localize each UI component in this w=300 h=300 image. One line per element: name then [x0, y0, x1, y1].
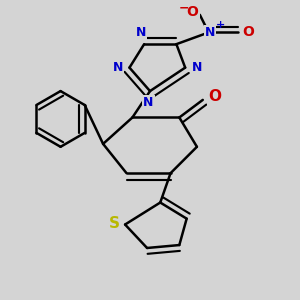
Text: O: O	[187, 5, 199, 19]
Text: N: N	[143, 96, 154, 109]
Text: +: +	[216, 20, 226, 30]
Text: N: N	[112, 61, 123, 74]
Text: N: N	[205, 26, 215, 39]
Text: O: O	[242, 26, 254, 39]
Text: N: N	[192, 61, 202, 74]
Text: N: N	[136, 26, 146, 39]
Text: O: O	[208, 89, 221, 104]
Text: −: −	[178, 1, 189, 14]
Text: S: S	[108, 216, 119, 231]
